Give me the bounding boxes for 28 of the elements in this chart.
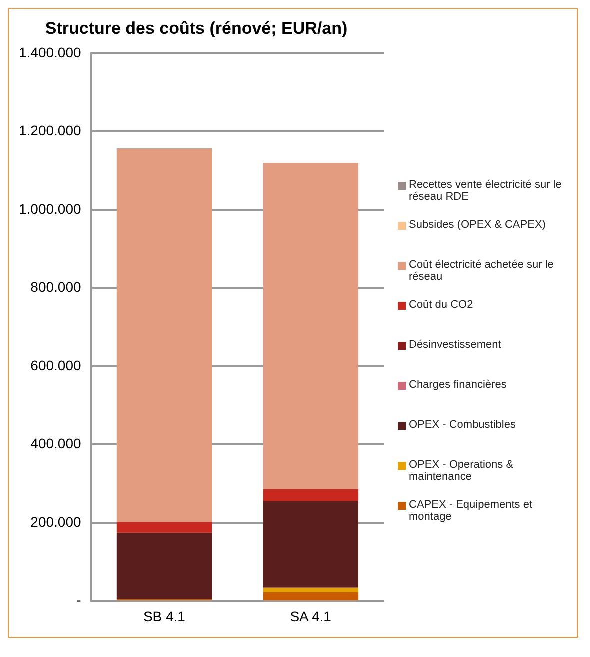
legend-label: OPEX - Combustibles bbox=[409, 419, 516, 431]
y-tick-label: 1.400.000 bbox=[18, 44, 82, 60]
legend-label: Charges financières bbox=[409, 379, 507, 391]
bar bbox=[263, 588, 358, 592]
legend-label: Subsides (OPEX & CAPEX) bbox=[409, 219, 546, 231]
x-tick-label: SB 4.1 bbox=[143, 608, 186, 624]
bar bbox=[116, 522, 212, 533]
bar bbox=[116, 148, 212, 522]
y-tick-label: 1.200.000 bbox=[18, 122, 82, 139]
bar bbox=[263, 592, 358, 600]
y-tick-label: 400.000 bbox=[30, 436, 82, 452]
legend-label: OPEX - Operations & maintenance bbox=[409, 459, 515, 483]
legend-label: Coût électricité achetée sur le réseau bbox=[409, 259, 555, 283]
bar bbox=[263, 489, 358, 502]
y-tick-label: 1.000.000 bbox=[18, 200, 82, 217]
bar bbox=[116, 532, 212, 600]
y-tick-label: 800.000 bbox=[30, 279, 82, 296]
y-tick-label: 600.000 bbox=[30, 357, 82, 374]
legend-label: Coût du CO2 bbox=[409, 299, 474, 311]
y-tick-label: - bbox=[76, 592, 82, 608]
legend-label: Désinvestissement bbox=[409, 339, 502, 351]
bar bbox=[263, 501, 358, 588]
legend-label: CAPEX - Equipements et montage bbox=[409, 499, 534, 523]
x-tick-label: SA 4.1 bbox=[290, 608, 332, 624]
legend-label: Recettes vente électricité sur le réseau RDE bbox=[409, 179, 563, 203]
bar bbox=[263, 162, 358, 490]
chart-title: Structure des coûts (rénové; EUR/an) bbox=[45, 18, 348, 38]
y-tick-label: 200.000 bbox=[30, 514, 82, 530]
